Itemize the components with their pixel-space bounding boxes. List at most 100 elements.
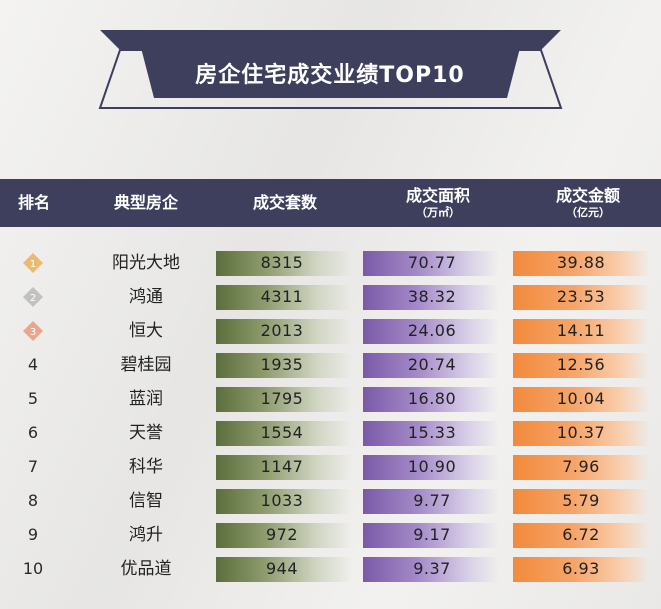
table-row: 6 天誉 1554 15.33 10.37	[0, 418, 661, 448]
units-bar	[216, 353, 352, 378]
units-value: 1147	[260, 457, 304, 476]
amount-value: 6.93	[562, 559, 600, 578]
amount-value: 10.37	[556, 423, 606, 442]
table-row: 1 阳光大地 8315 70.77 39.88	[0, 248, 661, 278]
area-value: 10.90	[407, 457, 457, 476]
header-area-label: 成交面积	[405, 186, 470, 205]
area-value: 16.80	[407, 389, 457, 408]
header-rank-label: 排名	[17, 193, 50, 212]
table-row: 5 蓝润 1795 16.80 10.04	[0, 384, 661, 414]
table-row: 8 信智 1033 9.77 5.79	[0, 486, 661, 516]
rank-number: 5	[27, 389, 39, 408]
amount-bar	[513, 455, 649, 480]
units-bar	[216, 523, 352, 548]
rank-number: 3	[30, 327, 36, 338]
table-row: 3 恒大 2013 24.06 14.11	[0, 316, 661, 346]
amount-bar	[513, 557, 649, 582]
amount-value: 23.53	[556, 287, 606, 306]
units-bar	[216, 251, 352, 276]
units-bar	[216, 557, 352, 582]
units-bar	[216, 421, 352, 446]
amount-bar	[513, 319, 649, 344]
area-bar	[363, 523, 499, 548]
header-company: 典型房企	[86, 179, 206, 227]
area-bar	[363, 319, 499, 344]
amount-value: 14.11	[556, 321, 606, 340]
table-header: 排名 典型房企 成交套数 成交面积 （万㎡） 成交金额 （亿元）	[0, 179, 661, 227]
area-bar	[363, 251, 499, 276]
area-value: 9.17	[413, 525, 451, 544]
company-name: 阳光大地	[112, 253, 180, 273]
rank-number: 7	[27, 457, 39, 476]
amount-value: 12.56	[556, 355, 606, 374]
company-name: 天誉	[129, 423, 163, 443]
rank-number: 1	[30, 259, 36, 270]
area-bar	[363, 353, 499, 378]
page-title: 房企住宅成交业绩TOP10	[195, 63, 465, 88]
units-bar	[216, 455, 352, 480]
header-rank: 排名	[8, 179, 60, 227]
company-name: 蓝润	[129, 389, 163, 409]
table-row: 7 科华 1147 10.90 7.96	[0, 452, 661, 482]
area-value: 15.33	[407, 423, 457, 442]
company-name: 信智	[129, 491, 163, 511]
units-value: 2013	[260, 321, 304, 340]
area-bar	[363, 387, 499, 412]
rank-number: 10	[22, 559, 44, 578]
units-value: 1033	[260, 491, 304, 510]
title-banner	[98, 30, 563, 109]
area-bar	[363, 455, 499, 480]
rank-number: 4	[27, 355, 39, 374]
header-area: 成交面积 （万㎡）	[378, 179, 498, 227]
amount-value: 39.88	[556, 253, 606, 272]
rank-number: 9	[27, 525, 39, 544]
amount-value: 6.72	[562, 525, 600, 544]
area-bar	[363, 421, 499, 446]
area-bar	[363, 285, 499, 310]
units-value: 944	[265, 559, 299, 578]
units-value: 1795	[260, 389, 304, 408]
amount-bar	[513, 387, 649, 412]
area-value: 70.77	[407, 253, 457, 272]
table-row: 9 鸿升 972 9.17 6.72	[0, 520, 661, 550]
amount-bar	[513, 251, 649, 276]
units-value: 972	[265, 525, 299, 544]
silver-medal-icon: 2	[23, 287, 43, 307]
area-value: 20.74	[407, 355, 457, 374]
area-value: 24.06	[407, 321, 457, 340]
header-units: 成交套数	[230, 179, 340, 227]
units-bar	[216, 285, 352, 310]
amount-value: 7.96	[562, 457, 600, 476]
area-bar	[363, 489, 499, 514]
units-value: 1935	[260, 355, 304, 374]
amount-bar	[513, 523, 649, 548]
units-value: 1554	[260, 423, 304, 442]
area-bar	[363, 557, 499, 582]
amount-value: 10.04	[556, 389, 606, 408]
amount-bar	[513, 353, 649, 378]
header-amount-label: 成交金额	[555, 186, 620, 205]
company-name: 恒大	[129, 321, 163, 341]
company-name: 碧桂园	[120, 355, 172, 375]
amount-bar	[513, 489, 649, 514]
header-amount: 成交金额 （亿元）	[528, 179, 648, 227]
units-value: 4311	[260, 287, 304, 306]
amount-bar	[513, 421, 649, 446]
units-value: 8315	[260, 253, 304, 272]
bronze-medal-icon: 3	[23, 321, 43, 341]
company-name: 优品道	[120, 559, 172, 579]
area-value: 9.77	[413, 491, 451, 510]
banner-title-plate	[140, 44, 521, 98]
gold-medal-icon: 1	[23, 253, 43, 273]
amount-value: 5.79	[562, 491, 600, 510]
rank-number: 2	[30, 293, 36, 304]
rank-number: 8	[27, 491, 39, 510]
amount-bar	[513, 285, 649, 310]
company-name: 科华	[129, 457, 163, 477]
units-bar	[216, 489, 352, 514]
table-row: 2 鸿通 4311 38.32 23.53	[0, 282, 661, 312]
header-area-unit: （万㎡）	[416, 206, 460, 219]
area-value: 38.32	[407, 287, 457, 306]
table-row: 10 优品道 944 9.37 6.93	[0, 554, 661, 584]
header-company-label: 典型房企	[113, 193, 178, 212]
